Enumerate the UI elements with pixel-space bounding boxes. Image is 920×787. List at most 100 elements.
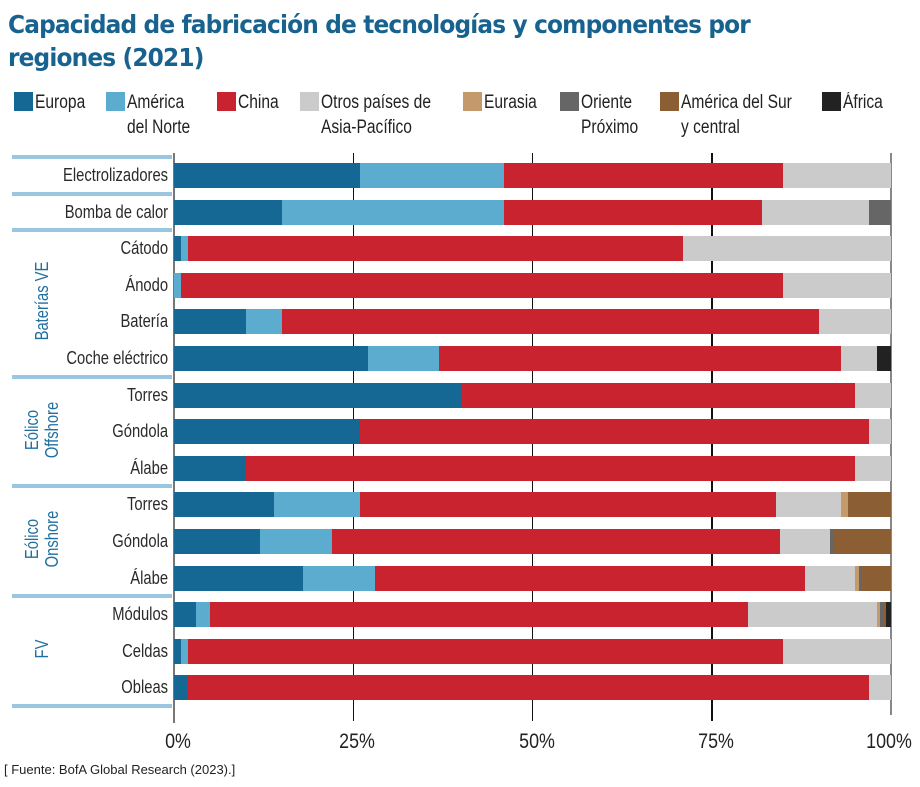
bar-segment: [174, 199, 282, 225]
legend-swatch: [14, 92, 33, 111]
source-note: [ Fuente: BofA Global Research (2023).]: [4, 762, 236, 777]
legend-swatch: [300, 92, 319, 111]
bar-segment: [862, 565, 892, 591]
bar-segment: [274, 492, 361, 518]
group-separator: [12, 704, 172, 708]
bar-segment: [783, 272, 892, 298]
bar-segment: [439, 346, 842, 371]
category-label: Módulos: [112, 604, 168, 625]
bar-segment: [174, 419, 361, 445]
bar-segment: [260, 529, 333, 554]
bar-segment: [885, 602, 892, 628]
legend-item-3: Otros países de Asia-Pacífico: [300, 90, 455, 140]
bar-segment: [869, 419, 892, 445]
category-label: Torres: [126, 384, 168, 405]
bar-segment: [783, 638, 892, 664]
category-label: Álabe: [130, 567, 168, 588]
legend-label: Eurasia: [484, 92, 537, 113]
bar-segment: [869, 675, 892, 701]
group-separator: [12, 594, 172, 599]
x-tick-label: 25%: [339, 730, 376, 753]
category-label: Ánodo: [125, 274, 168, 295]
legend-item-5: Oriente Próximo: [560, 90, 651, 140]
legend-item-2: China: [217, 90, 288, 115]
bar-segment: [367, 346, 440, 371]
bar-segment: [281, 309, 820, 335]
category-label: Batería: [120, 311, 168, 332]
bar-segment: [855, 382, 892, 408]
bar-segment: [174, 382, 462, 408]
bar-segment: [858, 565, 863, 591]
bar-segment: [830, 529, 835, 554]
bar-segment: [360, 492, 777, 518]
legend-item-1: América del Norte: [106, 90, 204, 140]
group-label: FV: [32, 639, 52, 659]
bar-segment: [174, 163, 361, 188]
x-tick-label: 75%: [697, 730, 734, 753]
bar-segment: [181, 638, 189, 664]
bar-segment: [840, 492, 849, 518]
legend-label: Oriente Próximo: [581, 92, 639, 138]
legend-label: América del Norte: [127, 92, 191, 138]
legend-swatch: [660, 92, 679, 111]
group-separator: [12, 228, 172, 233]
x-tick-label: 50%: [518, 730, 555, 753]
category-label: Bomba de calor: [64, 201, 168, 222]
bar-segment: [855, 565, 860, 591]
group-label: Eólico Offshore: [22, 401, 62, 458]
bar-segment: [174, 565, 304, 591]
bar-segment: [779, 529, 831, 554]
bar-segment: [174, 455, 247, 481]
bar-segment: [174, 346, 368, 371]
legend-swatch: [560, 92, 579, 111]
bar-segment: [503, 199, 763, 225]
group-separator: [12, 155, 172, 159]
bar-segment: [683, 236, 892, 262]
bar-segment: [761, 199, 870, 225]
legend-swatch: [822, 92, 841, 111]
bar-segment: [883, 602, 887, 628]
bar-segment: [833, 529, 892, 554]
bar-segment: [360, 163, 505, 188]
category-label: Góndola: [112, 421, 168, 442]
bar-segment: [174, 272, 182, 298]
bar-segment: [460, 382, 856, 408]
chart-title: Capacidad de fabricación de tecnologías …: [8, 10, 751, 72]
category-label: Álabe: [130, 457, 168, 478]
bar-segment: [188, 236, 684, 262]
x-tick-label: 100%: [866, 730, 912, 753]
bar-segment: [876, 346, 892, 371]
bar-segment: [847, 492, 892, 518]
category-label: Coche eléctrico: [66, 348, 168, 368]
group-separator: [12, 374, 172, 379]
bar-segment: [840, 346, 878, 371]
group-separator: [12, 484, 172, 489]
bar-segment: [360, 419, 870, 445]
category-label: Electrolizadores: [62, 165, 168, 185]
bar-segment: [188, 675, 870, 701]
legend-item-0: Europa: [14, 90, 96, 115]
bar-segment: [331, 529, 781, 554]
legend-swatch: [463, 92, 482, 111]
bar-segment: [174, 309, 247, 335]
bar-segment: [783, 163, 892, 188]
bar-segment: [181, 236, 189, 262]
category-label: Cátodo: [120, 238, 168, 259]
bar-segment: [281, 199, 505, 225]
legend-label: Otros países de Asia-Pacífico: [321, 92, 431, 138]
bar-segment: [855, 455, 892, 481]
legend-item-4: Eurasia: [463, 90, 548, 115]
bar-segment: [174, 529, 261, 554]
group-label: Baterías VE: [32, 262, 52, 341]
category-label: Torres: [126, 494, 168, 515]
bar-segment: [245, 455, 856, 481]
bar-segment: [209, 602, 748, 628]
group-label: Eólico Onshore: [22, 510, 62, 568]
legend-label: América del Sur y central: [681, 92, 792, 138]
bar-segment: [747, 602, 878, 628]
group-separator: [12, 191, 172, 196]
category-label: Obleas: [121, 677, 168, 698]
bar-segment: [174, 492, 275, 518]
bar-segment: [174, 602, 196, 628]
legend-item-6: América del Sur y central: [660, 90, 816, 140]
